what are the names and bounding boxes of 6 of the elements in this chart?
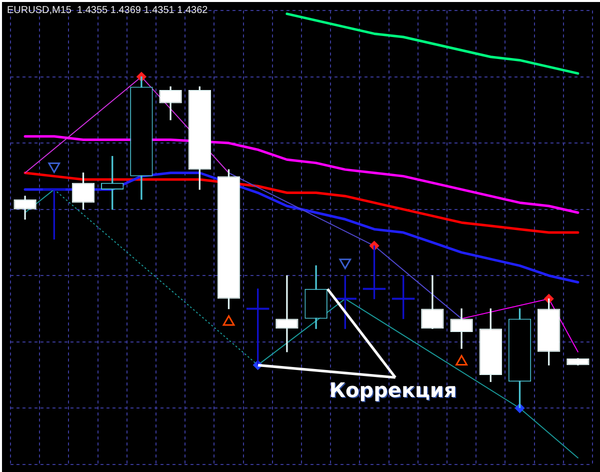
point (456, 355, 468, 366)
chart-title: EURUSD,M15 1.4355 1.4369 1.4351 1.4362 (7, 5, 208, 16)
point (48, 162, 60, 173)
annotation: Коррекция (329, 378, 457, 402)
point (339, 258, 352, 270)
candlestick (276, 275, 298, 352)
